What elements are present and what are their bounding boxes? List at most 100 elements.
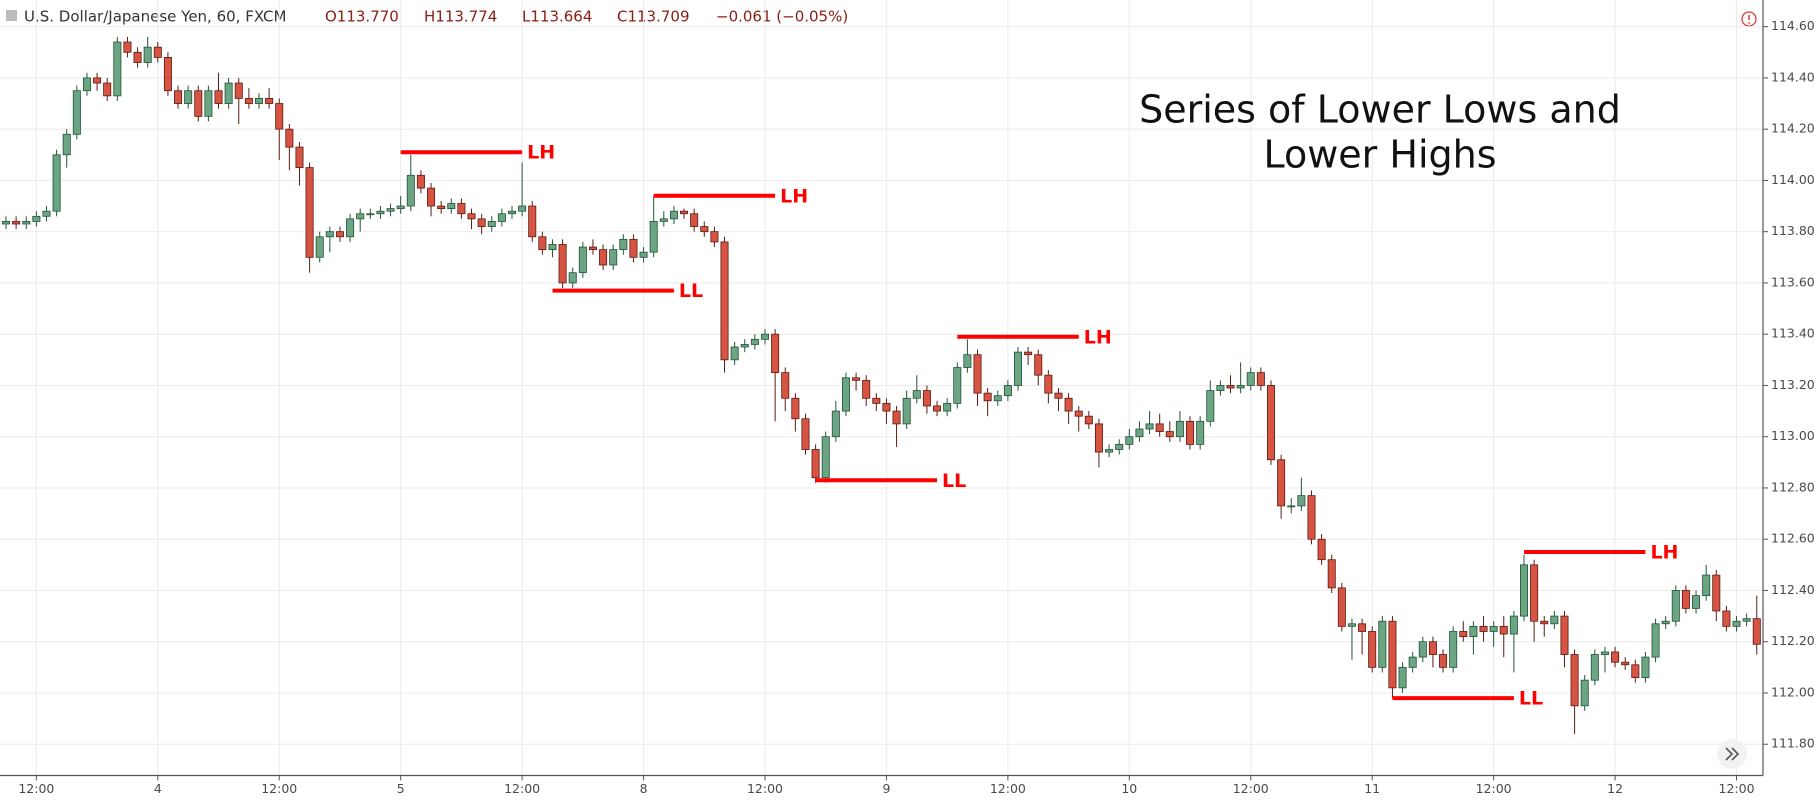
- chart-title: Lower Highs: [1263, 133, 1496, 177]
- close-value: C113.709: [617, 8, 690, 26]
- candle-body: [254, 98, 263, 104]
- candle-body: [356, 213, 365, 220]
- level-label: LH: [1084, 326, 1112, 348]
- candle-body: [62, 133, 71, 156]
- chart-title: Series of Lower Lows and: [1139, 88, 1621, 132]
- candle-body: [457, 203, 466, 215]
- candle-body: [386, 208, 395, 212]
- candle-body: [1044, 374, 1053, 394]
- candle-body: [1398, 666, 1407, 689]
- candle-body: [953, 367, 962, 404]
- symbol-name: U.S. Dollar/Japanese Yen, 60, FXCM: [24, 8, 286, 26]
- candle-body: [1439, 654, 1448, 668]
- candle-body: [224, 82, 233, 104]
- y-tick-label: 113.800: [1771, 223, 1815, 238]
- candle-body: [761, 333, 770, 340]
- candle-body: [801, 418, 810, 450]
- candle-body: [1540, 620, 1549, 625]
- candle-body: [680, 210, 689, 215]
- candle-body: [609, 249, 618, 266]
- candle-body: [1256, 372, 1265, 386]
- alert-icon[interactable]: [1741, 11, 1757, 27]
- y-tick-label: 112.800: [1771, 479, 1815, 494]
- y-tick-label: 113.400: [1771, 326, 1815, 341]
- candle-body: [194, 90, 203, 117]
- candle-body: [1216, 385, 1225, 391]
- candle-body: [1742, 618, 1751, 622]
- scroll-button[interactable]: [1717, 739, 1747, 769]
- candle-body: [882, 402, 891, 412]
- candle-body: [1651, 623, 1660, 658]
- candle-body: [993, 395, 1002, 402]
- candle-body: [1337, 587, 1346, 627]
- level-label: LH: [1650, 542, 1678, 564]
- candle-body: [1003, 385, 1012, 397]
- candle-body: [1267, 385, 1276, 461]
- candle-body: [821, 436, 830, 479]
- x-tick-label: 8: [640, 781, 648, 796]
- candle-body: [1449, 631, 1458, 668]
- candle-body: [42, 210, 51, 217]
- candle-body: [933, 405, 942, 412]
- y-tick-label: 113.200: [1771, 377, 1815, 392]
- x-tick-label: 4: [154, 781, 162, 796]
- candle-body: [1378, 620, 1387, 668]
- candle-body: [467, 213, 476, 220]
- candle-body: [1479, 625, 1488, 632]
- candle-body: [123, 41, 132, 53]
- change-value: −0.061 (−0.05%): [716, 8, 848, 26]
- level-label: LH: [780, 185, 808, 207]
- candle-body: [447, 203, 456, 210]
- candle-body: [1631, 664, 1640, 679]
- candle-body: [528, 205, 537, 238]
- candle-body: [1165, 431, 1174, 438]
- candle-body: [700, 226, 709, 233]
- high-value: H113.774: [424, 8, 497, 26]
- candle-body: [72, 90, 81, 135]
- candle-body: [1469, 625, 1478, 637]
- candle-body: [1155, 423, 1164, 432]
- candle-body: [578, 246, 587, 274]
- candle-body: [143, 46, 152, 63]
- y-tick-label: 112.200: [1771, 633, 1815, 648]
- candle-body: [153, 46, 162, 58]
- x-tick-label: 12:00: [261, 781, 297, 796]
- candle-body: [872, 397, 881, 404]
- candle-body: [93, 77, 102, 84]
- candle-body: [1530, 564, 1539, 622]
- candle-body: [113, 41, 122, 97]
- candle-body: [852, 377, 861, 381]
- candle-body: [1681, 590, 1690, 609]
- candle-body: [740, 344, 749, 348]
- candle-body: [1297, 495, 1306, 507]
- candle-body: [1499, 625, 1508, 635]
- candle-body: [538, 236, 547, 251]
- candle-body: [983, 392, 992, 402]
- candle-body: [781, 372, 790, 399]
- candle-body: [1752, 618, 1761, 645]
- candle-body: [1560, 615, 1569, 655]
- candle-body: [406, 174, 415, 207]
- candle-body: [325, 231, 334, 238]
- candle-body: [427, 187, 436, 207]
- scroll-button-icon[interactable]: [1725, 747, 1740, 761]
- level-label: LH: [527, 142, 555, 164]
- candle-body: [1024, 351, 1033, 356]
- candle-body: [892, 410, 901, 425]
- candle-body: [1428, 641, 1437, 655]
- candle-body: [1368, 631, 1377, 668]
- candle-body: [973, 354, 982, 394]
- candle-body: [1570, 654, 1579, 707]
- candle-body: [1388, 620, 1397, 689]
- y-tick-label: 114.600: [1771, 18, 1815, 33]
- candle-body: [902, 397, 911, 425]
- candle-body: [265, 98, 274, 104]
- candle-body: [1317, 538, 1326, 561]
- y-tick-label: 114.400: [1771, 69, 1815, 84]
- candle-body: [1621, 661, 1630, 666]
- candle-body: [639, 251, 648, 258]
- y-tick-label: 112.400: [1771, 582, 1815, 597]
- candle-body: [1084, 415, 1093, 425]
- x-tick-label: 12:00: [747, 781, 783, 796]
